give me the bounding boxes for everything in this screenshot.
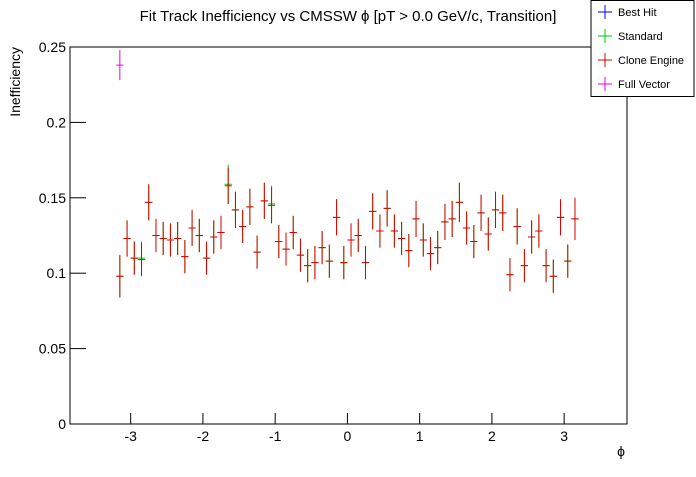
y-tick-label: 0: [58, 416, 66, 432]
error-bar: [347, 223, 355, 257]
error-bar: [390, 214, 398, 248]
x-tick-label: 0: [344, 428, 352, 444]
x-tick-label: 3: [560, 428, 568, 444]
y-tick-label: 0.1: [47, 265, 67, 281]
legend-label: Standard: [618, 31, 663, 43]
error-bar: [210, 220, 218, 254]
error-bar: [332, 199, 341, 236]
error-bar: [535, 214, 543, 248]
y-tick-label: 0.15: [39, 190, 66, 206]
error-bar: [405, 233, 413, 268]
error-bar: [448, 200, 456, 238]
plot-frame: [69, 46, 628, 425]
error-bar: [202, 241, 211, 275]
error-bar: [571, 197, 579, 241]
error-bar: [123, 220, 131, 257]
error-bar: [130, 241, 138, 275]
legend: Best Hit Standard Clone Engine Full Vector: [590, 0, 695, 97]
error-bar: [556, 199, 565, 236]
error-bar: [267, 187, 276, 224]
error-bar: [152, 218, 160, 253]
error-bar: [304, 249, 312, 283]
error-bar: [369, 193, 377, 230]
y-axis-label: Inefficiency: [7, 47, 23, 117]
legend-marker: [598, 77, 612, 91]
error-bar: [260, 182, 268, 219]
y-tick-label: 0.2: [47, 114, 67, 130]
error-bar: [549, 259, 557, 293]
error-bar: [116, 255, 124, 298]
error-bar: [340, 246, 348, 280]
error-bar: [145, 184, 153, 221]
error-bar: [383, 190, 391, 227]
error-bar: [434, 230, 442, 265]
error-bar: [470, 224, 478, 259]
error-bar: [491, 191, 500, 228]
legend-marker: [598, 5, 612, 19]
legend-box: [590, 0, 695, 97]
legend-marker: [598, 29, 612, 43]
error-bar: [325, 244, 333, 278]
error-bar: [412, 200, 420, 238]
error-bar: [224, 167, 232, 204]
y-tick-label: 0.05: [39, 341, 66, 357]
error-bar: [188, 209, 196, 247]
error-bar: [275, 224, 283, 259]
error-bar: [231, 191, 240, 228]
error-bar: [419, 223, 427, 257]
error-bar: [289, 215, 297, 250]
x-tick-label: -2: [197, 428, 210, 444]
error-bar: [484, 217, 492, 251]
error-bar: [116, 50, 124, 81]
x-tick-label: -1: [269, 428, 282, 444]
error-bar: [159, 221, 167, 256]
error-bar: [463, 211, 471, 245]
error-bar: [376, 214, 384, 248]
error-bar: [282, 232, 290, 266]
y-tick-label: 0.25: [39, 39, 66, 55]
x-tick-label: 2: [488, 428, 496, 444]
error-bar: [528, 220, 536, 254]
legend-label: Clone Engine: [618, 55, 684, 67]
error-bar: [137, 243, 146, 277]
error-bar: [426, 237, 435, 271]
error-bar: [455, 182, 464, 222]
legend-marker: [598, 53, 612, 67]
error-bar: [499, 194, 507, 231]
x-tick-label: 1: [416, 428, 424, 444]
error-bar: [246, 188, 254, 225]
error-bar: [542, 249, 550, 283]
error-bar: [513, 208, 521, 245]
error-bar: [217, 215, 225, 250]
error-bar: [520, 249, 529, 283]
error-bar: [195, 218, 203, 253]
x-axis-label: ϕ: [617, 443, 625, 459]
error-bar: [181, 240, 189, 274]
error-bar: [506, 258, 514, 292]
error-bar: [253, 235, 261, 269]
error-bar: [166, 223, 175, 257]
error-bar: [239, 209, 247, 244]
error-bar: [564, 244, 572, 278]
error-bar: [441, 203, 449, 241]
x-tick-label: -3: [124, 428, 137, 444]
error-bar: [296, 238, 305, 272]
error-bar: [174, 221, 182, 256]
legend-label: Full Vector: [618, 79, 670, 91]
error-bar: [477, 194, 485, 231]
error-bar: [318, 230, 326, 265]
legend-label: Best Hit: [618, 7, 657, 19]
chart-title: Fit Track Inefficiency vs CMSSW ϕ [pT > …: [140, 8, 557, 25]
error-bar: [311, 246, 319, 280]
error-bar: [361, 246, 370, 280]
error-bar: [354, 218, 362, 253]
error-bar: [397, 221, 406, 256]
